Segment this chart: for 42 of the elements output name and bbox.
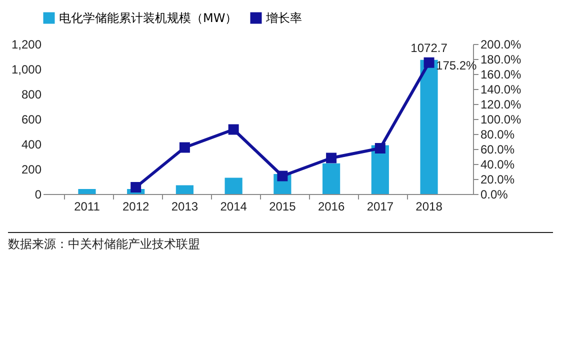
bar (224, 178, 242, 194)
y2-tick-label: 120.0% (480, 98, 522, 112)
bar (78, 189, 96, 194)
y-tick-label: 1,000 (11, 62, 42, 76)
y2-tick-label: 100.0% (480, 112, 522, 126)
point (374, 143, 386, 154)
y2-tick-label: 160.0% (480, 68, 522, 82)
y2-tick-label: 40.0% (480, 158, 515, 172)
y2-tick-label: 180.0% (480, 52, 522, 66)
x-tick-label: 2018 (416, 200, 443, 214)
y-tick-label: 600 (21, 112, 42, 126)
y2-tick-label: 60.0% (480, 142, 515, 156)
x-tick-label: 2017 (366, 200, 394, 214)
y-tick-label: 800 (21, 88, 42, 102)
point (424, 57, 434, 68)
data-label: 1072.7 (410, 40, 448, 55)
bar (176, 185, 194, 194)
x-tick-label: 2015 (269, 200, 296, 214)
x-tick-label: 2014 (220, 200, 248, 214)
y2-tick-label: 80.0% (480, 128, 515, 142)
x-tick-label: 2011 (74, 200, 100, 214)
x-tick-label: 2012 (122, 200, 150, 214)
source-note: 数据来源：中关村储能产业技术联盟 (8, 232, 553, 253)
x-tick-label: 2016 (318, 200, 345, 214)
point (130, 182, 142, 192)
y2-tick-label: 140.0% (480, 82, 522, 96)
point (228, 124, 239, 135)
x-tick-label: 2013 (171, 200, 198, 214)
point (326, 152, 337, 164)
y2-tick-label: 200.0% (480, 38, 522, 52)
bar (420, 60, 438, 194)
y-tick-label: 200 (21, 162, 42, 176)
point (277, 170, 288, 182)
y-tick-label: 0 (34, 188, 42, 202)
y-tick-label: 1,200 (11, 38, 42, 52)
y2-tick-label: 0.0% (480, 188, 508, 202)
legend-label: 增长率 (265, 11, 302, 25)
y2-tick-label: 20.0% (480, 172, 515, 186)
y-tick-label: 400 (21, 138, 42, 152)
bar (322, 163, 340, 194)
legend-label: 电化学储能累计装机规模（MW） (59, 11, 238, 25)
point (179, 142, 190, 153)
